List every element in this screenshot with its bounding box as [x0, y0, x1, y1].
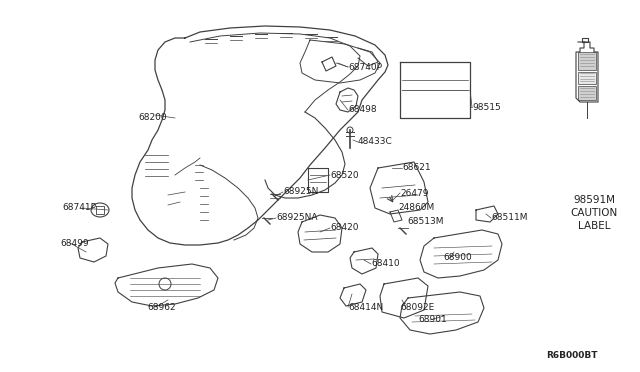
Text: 98591M: 98591M — [573, 195, 615, 205]
Text: 68499: 68499 — [60, 238, 88, 247]
Text: CAUTION: CAUTION — [570, 208, 618, 218]
Text: 98515: 98515 — [472, 103, 500, 112]
Bar — [578, 52, 596, 70]
Text: LABEL: LABEL — [578, 221, 611, 231]
Text: 68200: 68200 — [138, 113, 166, 122]
Text: 48433C: 48433C — [358, 138, 393, 147]
Text: 68410: 68410 — [371, 260, 399, 269]
Text: 68513M: 68513M — [407, 218, 444, 227]
Text: 68520: 68520 — [330, 170, 358, 180]
Bar — [578, 72, 596, 84]
Text: 68420: 68420 — [330, 224, 358, 232]
Text: R6B000BT: R6B000BT — [547, 350, 598, 359]
Text: 68901: 68901 — [418, 315, 447, 324]
Text: 68621: 68621 — [402, 164, 431, 173]
Text: 68498: 68498 — [348, 106, 376, 115]
Bar — [578, 86, 596, 100]
Text: 68925N: 68925N — [283, 187, 318, 196]
Text: 68925NA: 68925NA — [276, 214, 317, 222]
Text: 68740P: 68740P — [348, 62, 382, 71]
Text: 24860M: 24860M — [398, 203, 435, 212]
Text: 68962: 68962 — [147, 302, 175, 311]
Text: 26479: 26479 — [400, 189, 429, 198]
Text: 68511M: 68511M — [491, 214, 527, 222]
Text: 68414N: 68414N — [348, 302, 383, 311]
Text: 68741P: 68741P — [62, 203, 96, 212]
Text: 68092E: 68092E — [400, 302, 435, 311]
Text: 68900: 68900 — [443, 253, 472, 263]
